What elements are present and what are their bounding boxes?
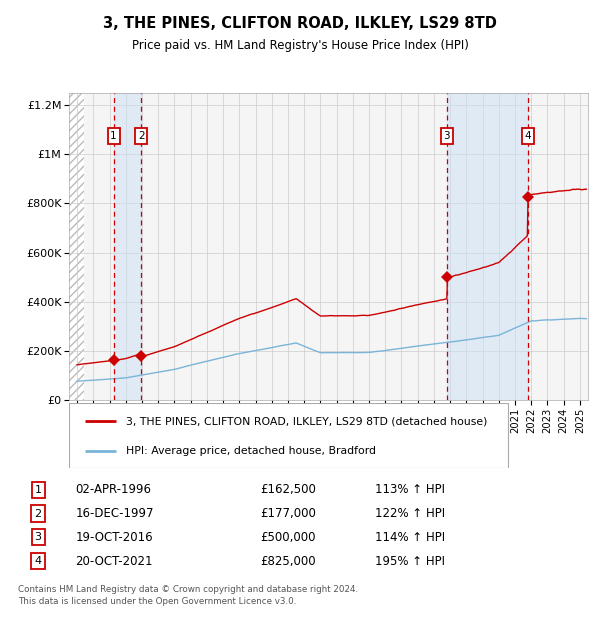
Text: 1: 1 [35,485,41,495]
Text: 3, THE PINES, CLIFTON ROAD, ILKLEY, LS29 8TD: 3, THE PINES, CLIFTON ROAD, ILKLEY, LS29… [103,16,497,30]
Bar [113,93,142,400]
Text: £500,000: £500,000 [260,531,316,544]
Text: This data is licensed under the Open Government Licence v3.0.: This data is licensed under the Open Gov… [18,597,296,606]
Text: 195% ↑ HPI: 195% ↑ HPI [375,555,445,568]
Text: £177,000: £177,000 [260,507,316,520]
Text: HPI: Average price, detached house, Bradford: HPI: Average price, detached house, Brad… [126,446,376,456]
FancyBboxPatch shape [69,403,508,468]
Text: 20-OCT-2021: 20-OCT-2021 [76,555,153,568]
Text: Contains HM Land Registry data © Crown copyright and database right 2024.: Contains HM Land Registry data © Crown c… [18,585,358,594]
Bar [69,93,83,400]
Text: 4: 4 [524,131,532,141]
Bar [447,93,528,400]
Text: 1: 1 [110,131,117,141]
Text: 02-APR-1996: 02-APR-1996 [76,483,152,496]
Text: 19-OCT-2016: 19-OCT-2016 [76,531,153,544]
Text: Price paid vs. HM Land Registry's House Price Index (HPI): Price paid vs. HM Land Registry's House … [131,39,469,52]
Text: 16-DEC-1997: 16-DEC-1997 [76,507,154,520]
Text: 3, THE PINES, CLIFTON ROAD, ILKLEY, LS29 8TD (detached house): 3, THE PINES, CLIFTON ROAD, ILKLEY, LS29… [126,416,487,426]
Bar [69,93,83,400]
Text: 3: 3 [443,131,450,141]
Text: 122% ↑ HPI: 122% ↑ HPI [375,507,445,520]
Text: 114% ↑ HPI: 114% ↑ HPI [375,531,445,544]
Text: 4: 4 [35,556,42,566]
Text: 113% ↑ HPI: 113% ↑ HPI [375,483,445,496]
Text: 2: 2 [138,131,145,141]
Text: £825,000: £825,000 [260,555,316,568]
Text: 2: 2 [35,508,42,518]
Text: 3: 3 [35,533,41,542]
Text: £162,500: £162,500 [260,483,316,496]
